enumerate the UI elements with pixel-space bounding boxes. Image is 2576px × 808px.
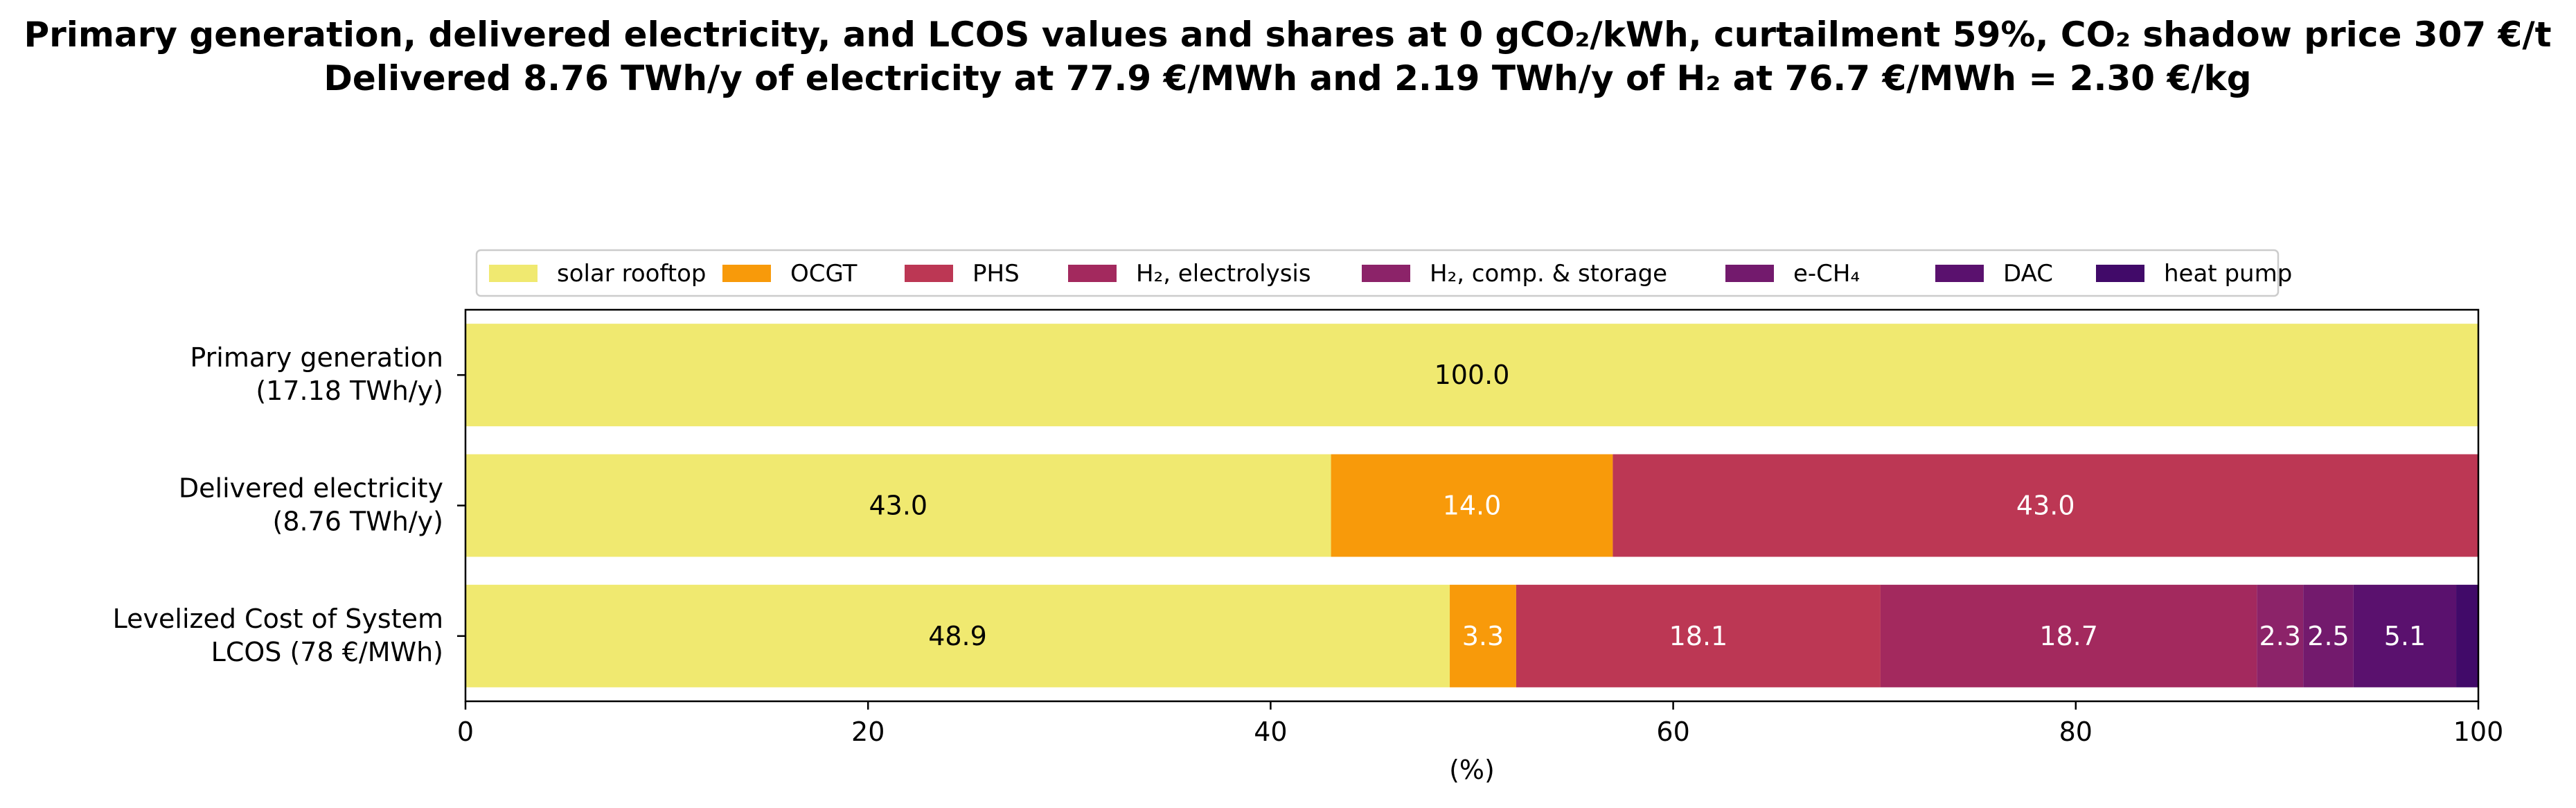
- bar-segment: [1516, 584, 1881, 687]
- legend-swatch: [722, 265, 771, 282]
- x-tick-label: 60: [1656, 717, 1689, 747]
- bar-segment: [2353, 584, 2457, 687]
- x-tick-label: 80: [2059, 717, 2093, 747]
- legend-swatch: [2096, 265, 2144, 282]
- bar-segment: [2456, 584, 2478, 687]
- bar-data-label: 18.1: [1669, 621, 1728, 651]
- legend-swatch: [1935, 265, 1984, 282]
- y-category-label: LCOS (78 €/MWh): [211, 637, 443, 667]
- chart-title-line-1: Primary generation, delivered electricit…: [24, 15, 2551, 55]
- legend-swatch: [489, 265, 538, 282]
- x-axis-label: (%): [1449, 755, 1495, 785]
- legend-label: solar rooftop: [557, 260, 707, 288]
- bar-segment: [2257, 584, 2304, 687]
- bar-data-label: 14.0: [1443, 491, 1502, 521]
- bar-data-label: 43.0: [869, 491, 927, 521]
- bar-data-label: 5.1: [2384, 621, 2426, 651]
- legend-swatch: [1725, 265, 1774, 282]
- legend-swatch: [905, 265, 953, 282]
- bar-data-label: 2.3: [2259, 621, 2301, 651]
- legend-label: heat pump: [2164, 260, 2292, 288]
- legend-label: OCGT: [790, 260, 858, 288]
- legend-swatch: [1068, 265, 1117, 282]
- x-tick-label: 40: [1254, 717, 1287, 747]
- bar-data-label: 18.7: [2039, 621, 2098, 651]
- chart-title-line-2: Delivered 8.76 TWh/y of electricity at 7…: [323, 58, 2251, 98]
- bar-segment: [1613, 454, 2478, 557]
- legend-label: H₂, comp. & storage: [1430, 260, 1667, 288]
- y-category-label: Primary generation: [190, 342, 443, 373]
- bar-segment: [1880, 584, 2257, 687]
- bar-segment: [1450, 584, 1516, 687]
- bar-segment: [465, 584, 1450, 687]
- x-tick-label: 0: [457, 717, 474, 747]
- bar-segment: [2303, 584, 2354, 687]
- legend-swatch: [1362, 265, 1410, 282]
- bar-segment: [1331, 454, 1613, 557]
- x-tick-label: 20: [851, 717, 885, 747]
- y-category-label: (8.76 TWh/y): [273, 507, 444, 537]
- y-category-label: Levelized Cost of System: [113, 604, 443, 634]
- bar-segment: [465, 454, 1331, 557]
- legend-label: PHS: [972, 260, 1020, 288]
- legend-label: e-CH₄: [1793, 260, 1860, 288]
- legend-label: DAC: [2003, 260, 2053, 288]
- bar-data-label: 43.0: [2016, 491, 2075, 521]
- legend-label: H₂, electrolysis: [1136, 260, 1311, 288]
- y-category-label: (17.18 TWh/y): [256, 376, 443, 406]
- bar-data-label: 100.0: [1434, 360, 1510, 390]
- plot-area: 100.0 43.0 14.0 43.0 48.9 3.3 18.1 18.7 2.3 2.5 5.…: [113, 308, 2504, 785]
- bar-data-label: 2.5: [2307, 621, 2349, 651]
- x-tick-label: 100: [2453, 717, 2504, 747]
- bar-data-label: 48.9: [928, 621, 987, 651]
- y-category-label: Delivered electricity: [179, 473, 443, 504]
- bar-data-label: 3.3: [1462, 621, 1504, 651]
- bar-segment: [465, 324, 2478, 427]
- legend: solar rooftop OCGT PHS H₂, electrolysis H₂, …: [475, 249, 2292, 297]
